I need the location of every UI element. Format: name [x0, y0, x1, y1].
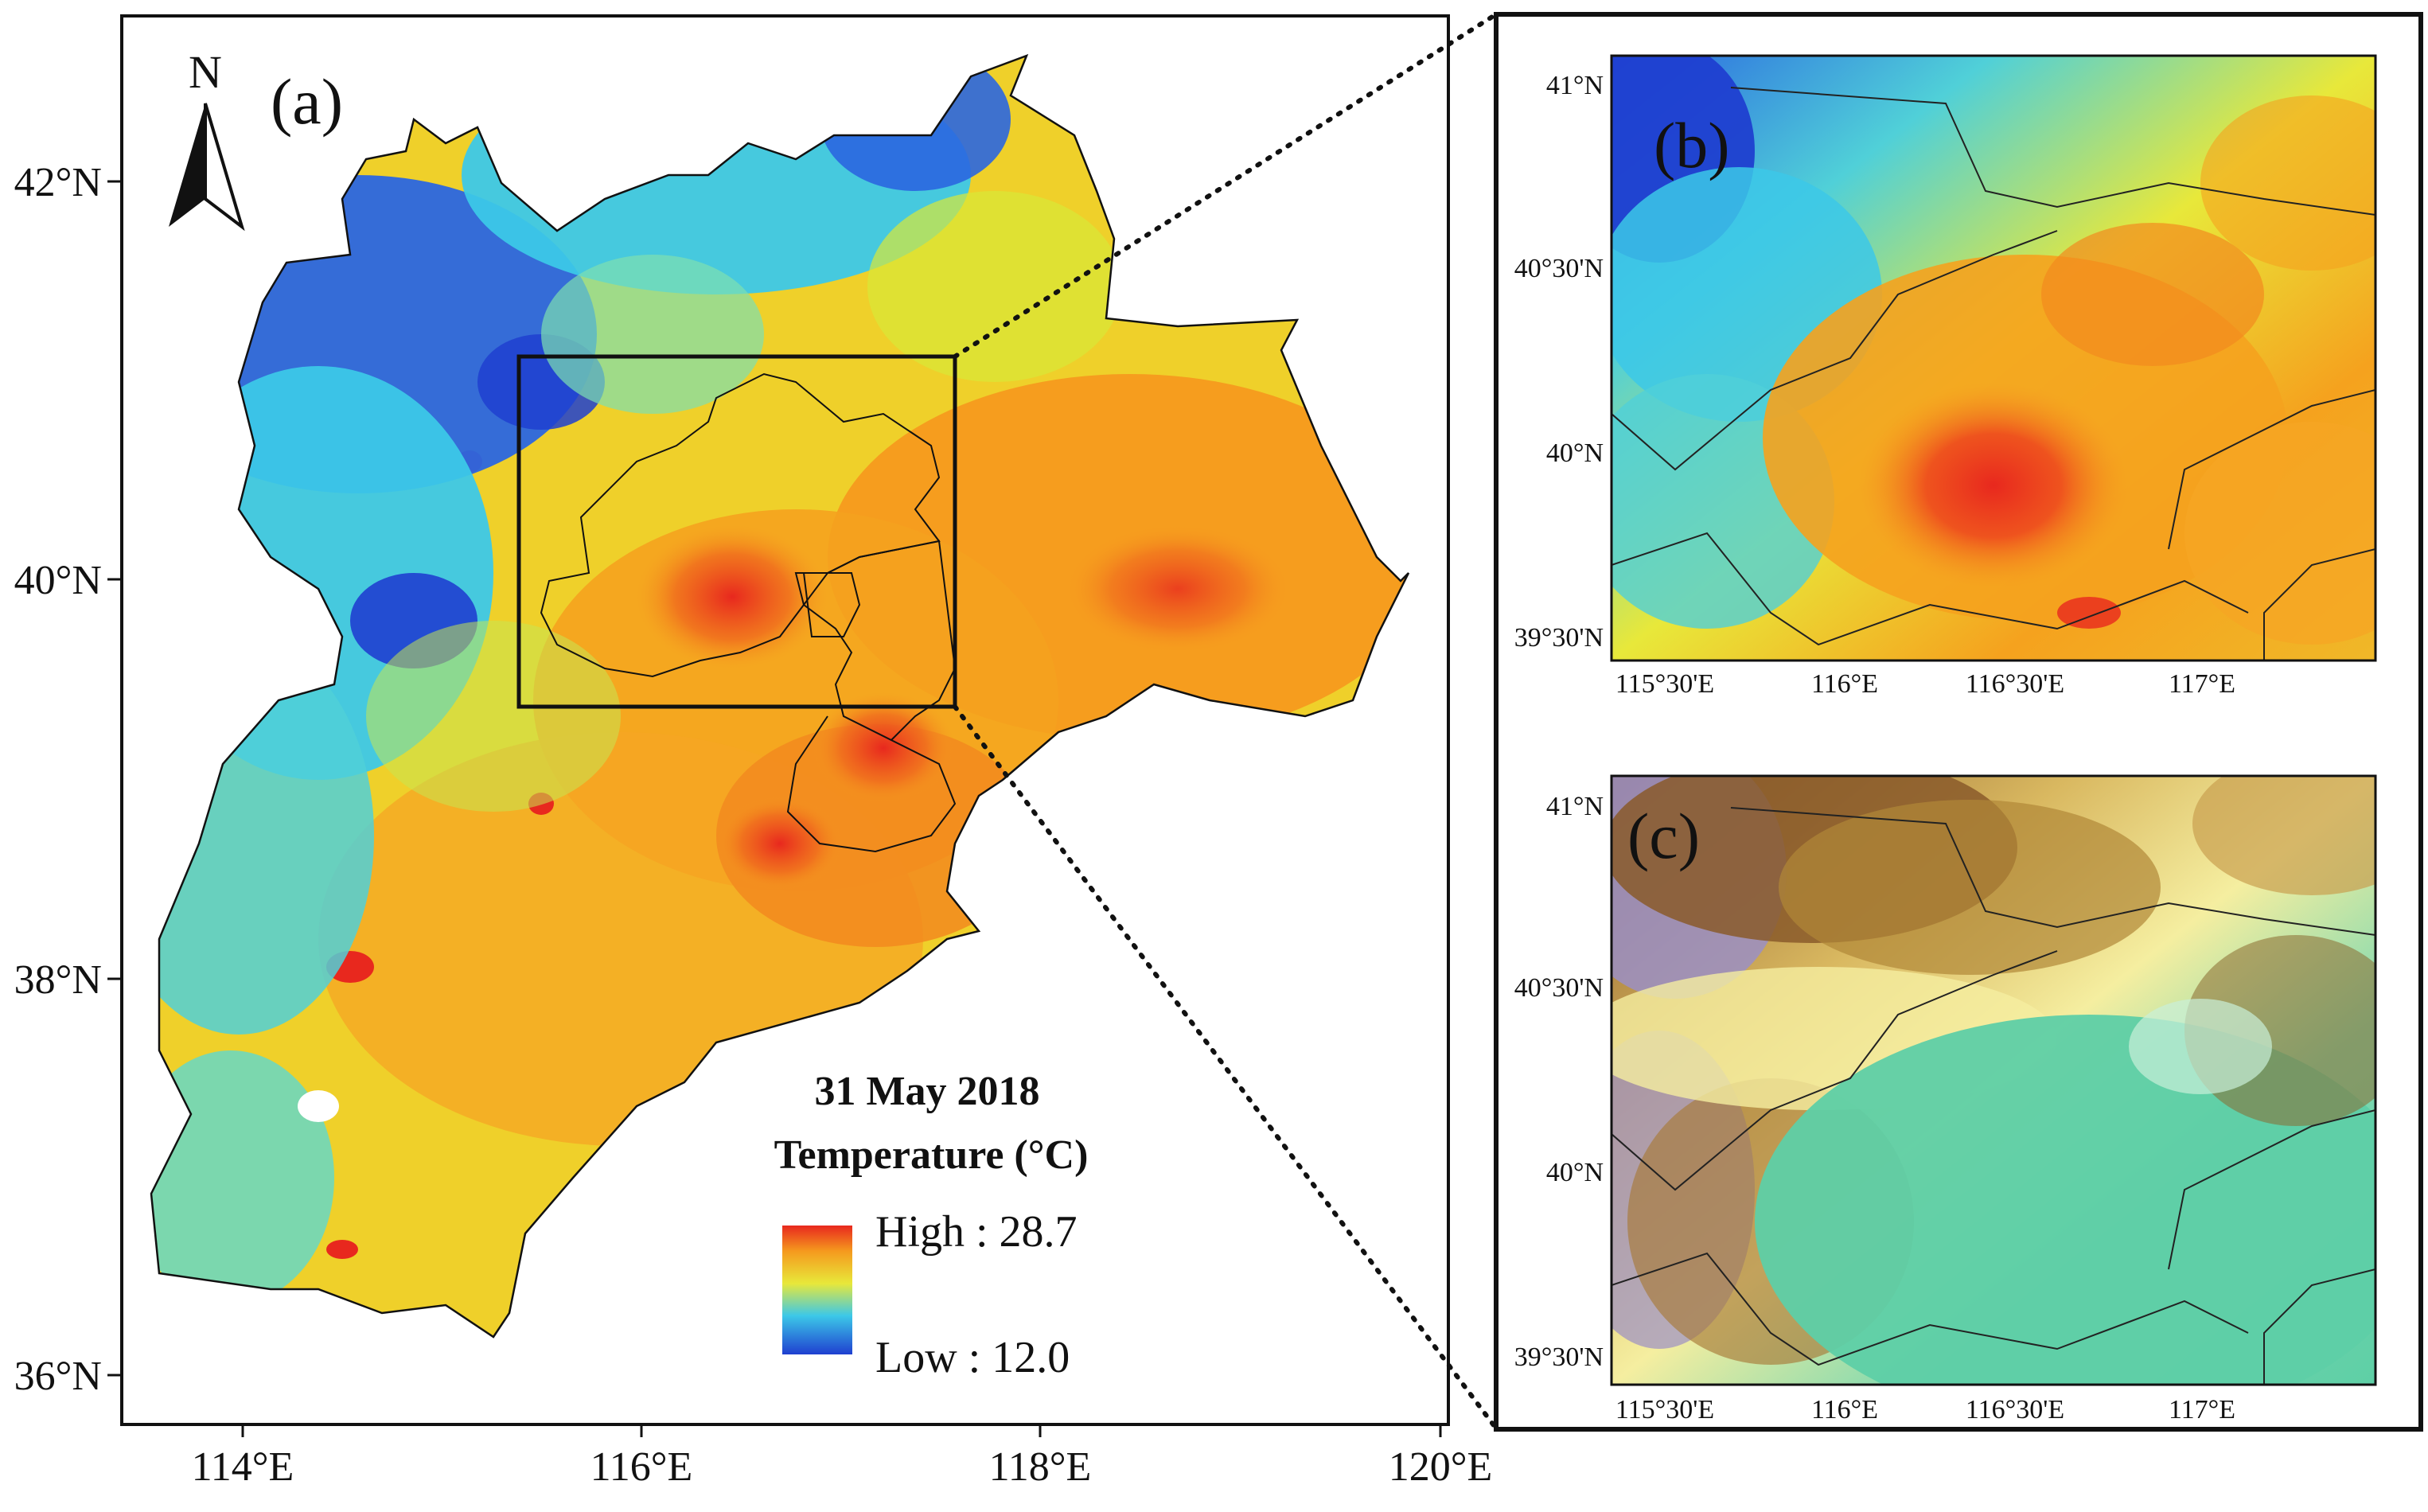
lon-tick-114e: 114°E: [192, 1444, 294, 1490]
b-lat-39-30n: 39°30'N: [1514, 623, 1604, 653]
b-lat-40-30n: 40°30'N: [1514, 254, 1604, 283]
b-lat-41n: 41°N: [1546, 71, 1604, 100]
lon-tick-120e: 120°E: [1389, 1444, 1493, 1490]
panel-c: (c) 41°N 40°30'N 40°N 39°30'N 115°30'E 1…: [1514, 774, 2377, 1424]
tianjin-city-boundary: [802, 572, 861, 637]
lon-tick-116e: 116°E: [590, 1444, 693, 1490]
panel-c-lon-ticks: 115°30'E 116°E 116°30'E 117°E: [1615, 1395, 2235, 1424]
panel-b-frame: [1610, 54, 2377, 662]
tianjin-boundary: [786, 540, 957, 853]
panel-a-lon-ticks: 114°E 116°E 118°E 120°E: [192, 1424, 1493, 1490]
zoom-connector-top: [953, 12, 1499, 359]
panel-c-label: (c): [1627, 800, 1700, 872]
legend-title: Temperature (°C): [774, 1132, 1089, 1178]
panel-c-lat-ticks: 41°N 40°30'N 40°N 39°30'N: [1514, 792, 1604, 1372]
c-lon-115-30e: 115°30'E: [1615, 1395, 1714, 1424]
panel-b-lon-ticks: 115°30'E 116°E 116°30'E 117°E: [1615, 669, 2235, 699]
panel-a-lat-ticks: 42°N 40°N 38°N 36°N: [14, 160, 122, 1399]
lat-tick-42n: 42°N: [14, 160, 102, 205]
lon-tick-118e: 118°E: [989, 1444, 1092, 1490]
b-lon-117e: 117°E: [2169, 669, 2235, 699]
c-lat-40-30n: 40°30'N: [1514, 973, 1604, 1003]
legend-date: 31 May 2018: [814, 1069, 1039, 1114]
panel-a-label: (a): [271, 65, 343, 138]
north-arrow: N: [169, 46, 245, 232]
b-lon-116e: 116°E: [1811, 669, 1878, 699]
legend-low-label: Low : 12.0: [875, 1333, 1070, 1382]
c-lat-40n: 40°N: [1546, 1158, 1604, 1187]
legend-high-label: High : 28.7: [875, 1207, 1078, 1257]
north-label: N: [189, 46, 222, 98]
panel-b: (b) 41°N 40°30'N 40°N 39°30'N 115°30'E 1…: [1514, 54, 2377, 699]
zoom-connector-bottom: [953, 704, 1499, 1431]
panel-a: N (a) 42°N 40°N 38°N 36°N 114°E 116°E 11…: [14, 14, 1493, 1490]
region-boundary: [150, 53, 1410, 1339]
legend-color-ramp: [782, 1226, 852, 1354]
c-lon-117e: 117°E: [2169, 1395, 2235, 1424]
panel-c-frame: [1610, 774, 2377, 1386]
c-lon-116e: 116°E: [1811, 1395, 1878, 1424]
lat-tick-38n: 38°N: [14, 957, 102, 1003]
zoom-extent-box: [516, 354, 957, 709]
b-lat-40n: 40°N: [1546, 438, 1604, 468]
c-lat-39-30n: 39°30'N: [1514, 1342, 1604, 1372]
b-lon-115-30e: 115°30'E: [1615, 669, 1714, 699]
beijing-boundary: [540, 372, 941, 678]
temperature-legend: 31 May 2018 Temperature (°C) High : 28.7…: [774, 1069, 1089, 1382]
panel-b-label: (b): [1654, 109, 1730, 181]
lat-tick-36n: 36°N: [14, 1354, 102, 1399]
b-lon-116-30e: 116°30'E: [1966, 669, 2064, 699]
panel-b-lat-ticks: 41°N 40°30'N 40°N 39°30'N: [1514, 71, 1604, 653]
c-lat-41n: 41°N: [1546, 792, 1604, 821]
lat-tick-40n: 40°N: [14, 558, 102, 603]
c-lon-116-30e: 116°30'E: [1966, 1395, 2064, 1424]
